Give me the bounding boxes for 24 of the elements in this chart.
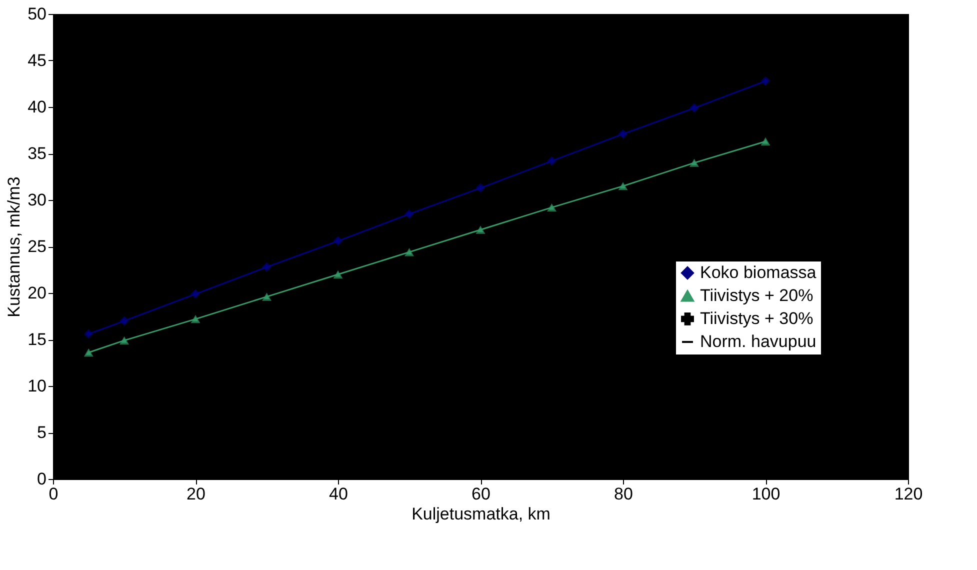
y-axis-title: Kustannus, mk/m3 bbox=[4, 176, 24, 318]
y-tick-label: 45 bbox=[28, 51, 46, 70]
x-tick-label: 60 bbox=[472, 484, 490, 504]
y-tick-label: 10 bbox=[28, 376, 46, 396]
legend-label: Norm. havupuu bbox=[700, 332, 816, 351]
legend-label: Tiivistys + 30% bbox=[700, 308, 814, 328]
y-tick-label: 35 bbox=[28, 144, 46, 163]
x-tick-label: 20 bbox=[186, 484, 206, 504]
x-tick-label: 120 bbox=[894, 484, 923, 504]
y-tick-label: 25 bbox=[28, 237, 46, 256]
x-tick-label: 40 bbox=[329, 484, 348, 504]
y-tick-label: 50 bbox=[28, 4, 46, 24]
y-tick-label: 20 bbox=[28, 284, 46, 302]
y-tick-label: 30 bbox=[28, 190, 46, 210]
y-tick-label: 40 bbox=[28, 98, 46, 116]
x-tick-label: 0 bbox=[48, 484, 58, 504]
legend-label: Koko biomassa bbox=[700, 262, 817, 282]
legend-label: Tiivistys + 20% bbox=[700, 286, 814, 305]
y-tick-label: 5 bbox=[37, 423, 46, 442]
x-tick-label: 80 bbox=[614, 484, 633, 504]
y-tick-label: 15 bbox=[28, 330, 46, 349]
x-tick-label: 100 bbox=[752, 484, 780, 504]
x-axis-title: Kuljetusmatka, km bbox=[412, 504, 550, 524]
y-tick-label: 0 bbox=[37, 470, 46, 488]
